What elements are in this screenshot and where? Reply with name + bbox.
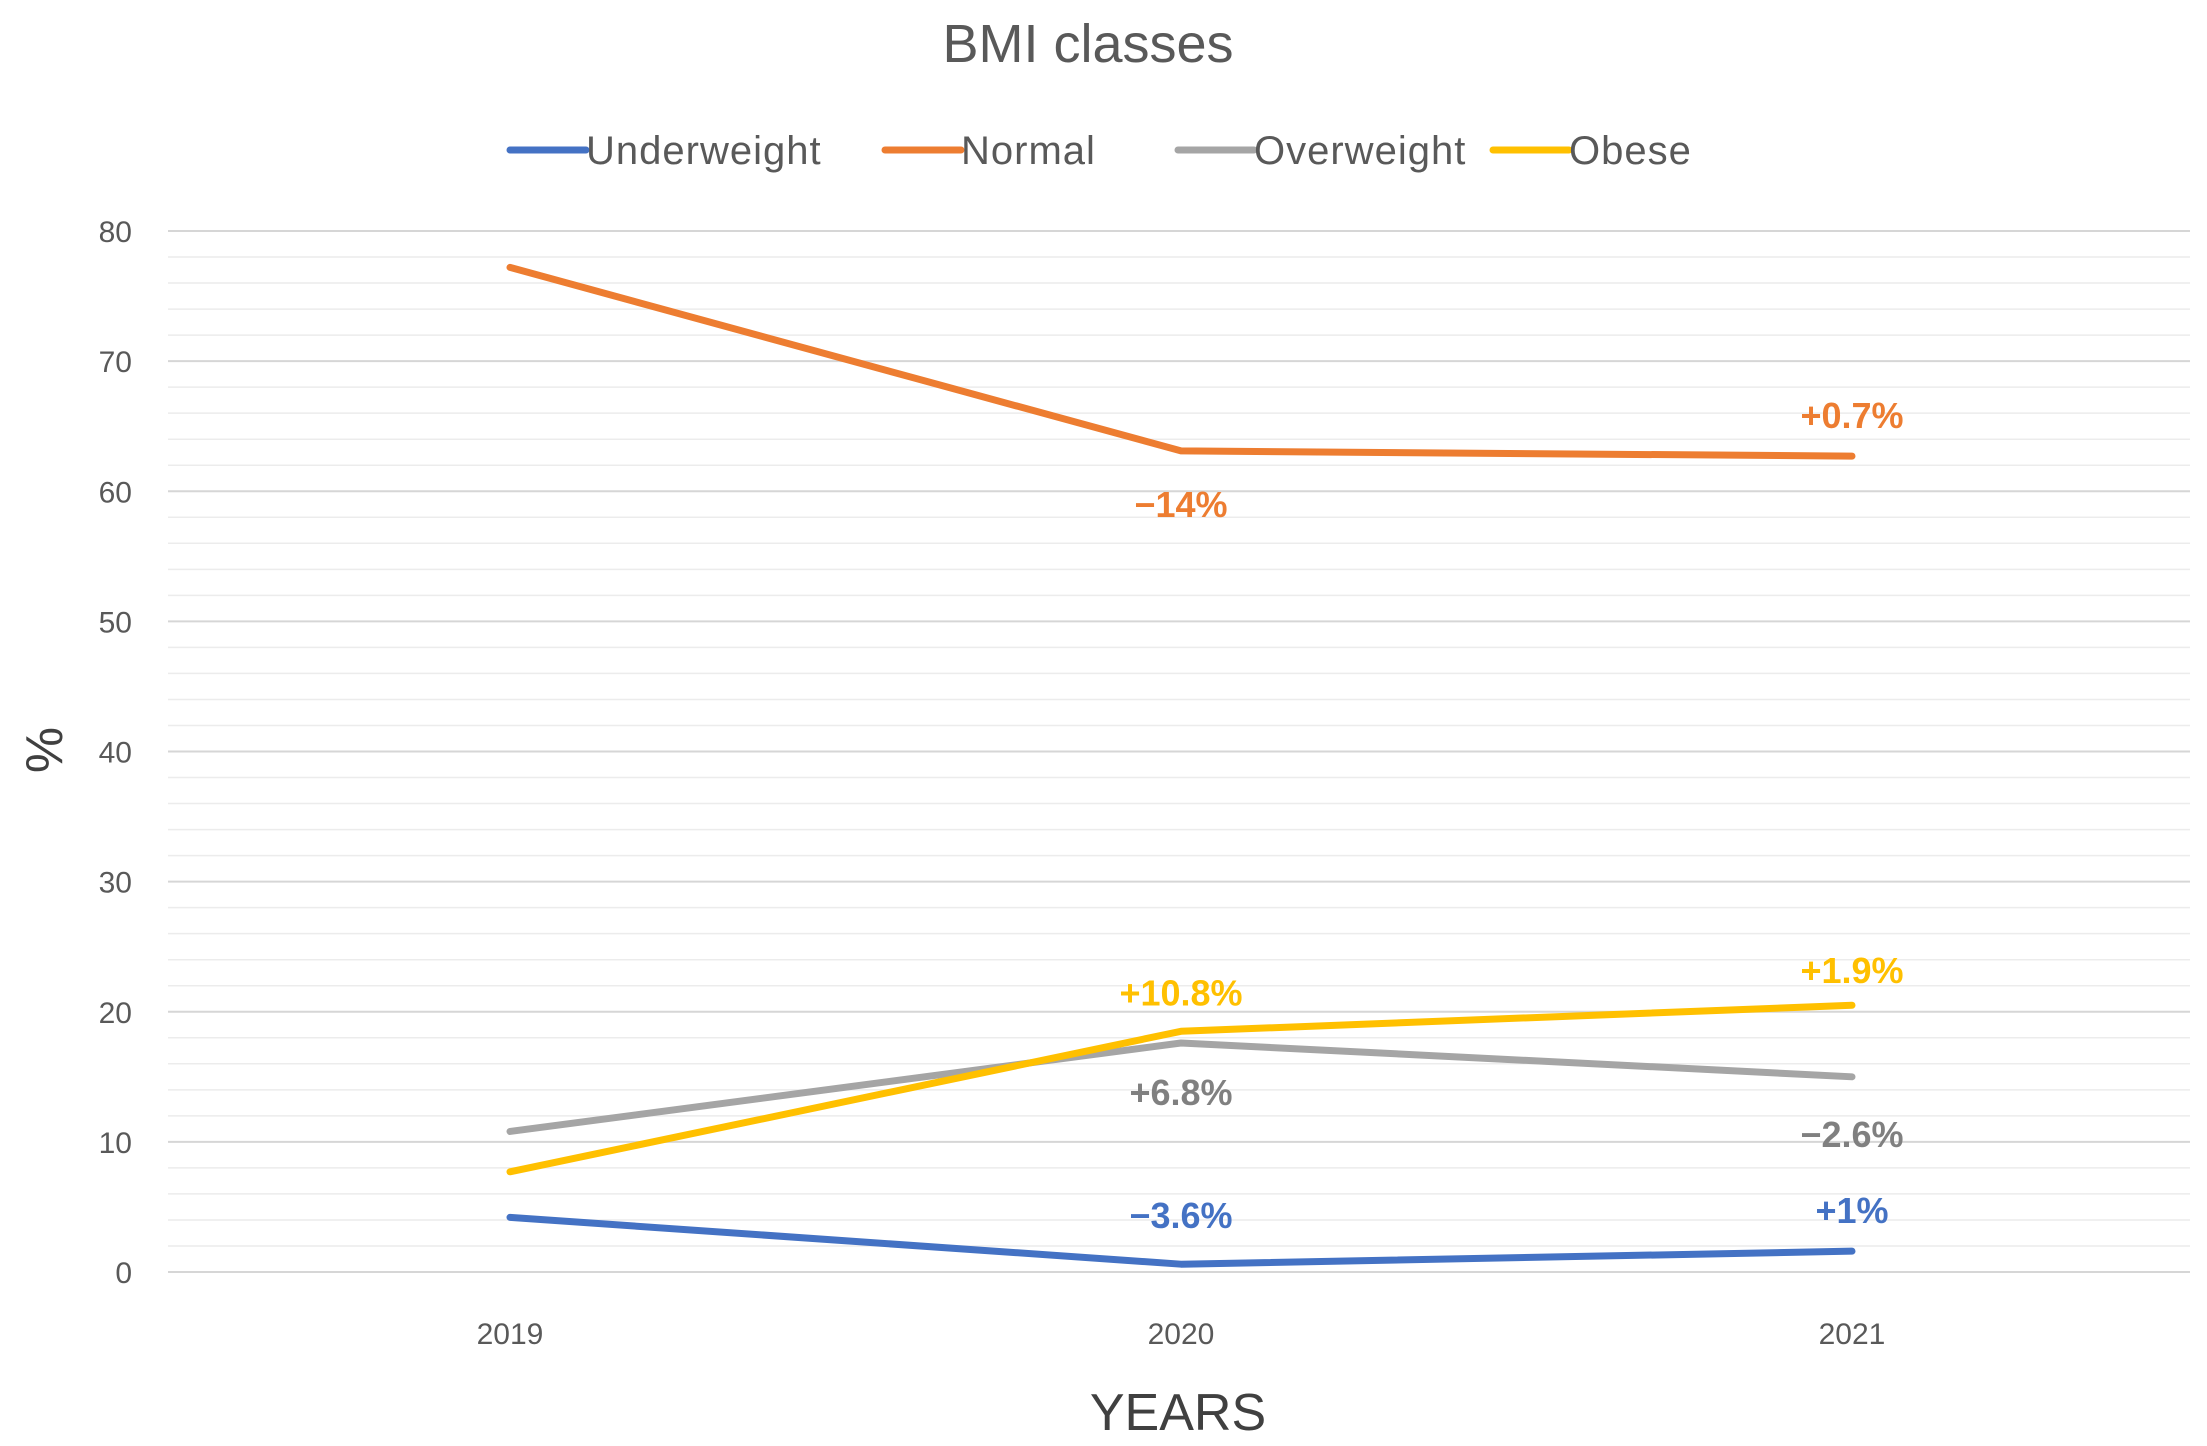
y-tick-label: 0 xyxy=(115,1257,132,1290)
data-label-overweight: −2.6% xyxy=(1800,1114,1903,1155)
y-axis-title: % xyxy=(16,727,74,773)
legend-label: Normal xyxy=(961,129,1096,173)
chart-title: BMI classes xyxy=(942,14,1233,74)
legend-item-obese: Obese xyxy=(1489,129,1692,173)
y-tick-label: 80 xyxy=(99,216,132,249)
series-line-obese xyxy=(506,1001,1856,1176)
data-labels: −3.6% +1% −14% +0.7% +6.8% −2.6% +10.8% +1.9% xyxy=(1119,395,1903,1236)
y-tick-label: 20 xyxy=(99,997,132,1030)
legend: Underweight Normal Overweight Obese xyxy=(506,129,1692,173)
data-label-underweight: +1% xyxy=(1815,1190,1888,1231)
y-tick-label: 60 xyxy=(99,476,132,509)
x-tick-label: 2019 xyxy=(477,1318,544,1351)
data-label-underweight: −3.6% xyxy=(1129,1195,1232,1236)
x-axis-title: YEARS xyxy=(1090,1384,1266,1442)
series-lines xyxy=(506,263,1856,1268)
gridlines xyxy=(168,230,2190,1273)
data-label-normal: −14% xyxy=(1134,484,1227,525)
data-label-overweight: +6.8% xyxy=(1129,1072,1232,1113)
series-line-overweight xyxy=(506,1039,1856,1135)
x-axis-ticks: 2019 2020 2021 xyxy=(477,1318,1886,1351)
data-label-obese: +10.8% xyxy=(1119,972,1242,1013)
y-tick-label: 30 xyxy=(99,867,132,900)
legend-item-overweight: Overweight xyxy=(1174,129,1466,173)
y-tick-label: 50 xyxy=(99,606,132,639)
data-label-normal: +0.7% xyxy=(1800,395,1903,436)
y-tick-label: 70 xyxy=(99,346,132,379)
y-tick-label: 40 xyxy=(99,737,132,770)
legend-label: Obese xyxy=(1569,129,1692,173)
data-label-obese: +1.9% xyxy=(1800,950,1903,991)
y-axis-ticks: 0 10 20 30 40 50 60 70 80 xyxy=(99,216,132,1290)
legend-label: Overweight xyxy=(1254,129,1466,173)
x-tick-label: 2020 xyxy=(1148,1318,1215,1351)
y-tick-label: 10 xyxy=(99,1127,132,1160)
legend-item-normal: Normal xyxy=(881,129,1096,173)
legend-item-underweight: Underweight xyxy=(506,129,822,173)
x-tick-label: 2021 xyxy=(1819,1318,1886,1351)
series-line-underweight xyxy=(506,1213,1856,1268)
series-line-normal xyxy=(506,263,1856,460)
legend-label: Underweight xyxy=(586,129,822,173)
